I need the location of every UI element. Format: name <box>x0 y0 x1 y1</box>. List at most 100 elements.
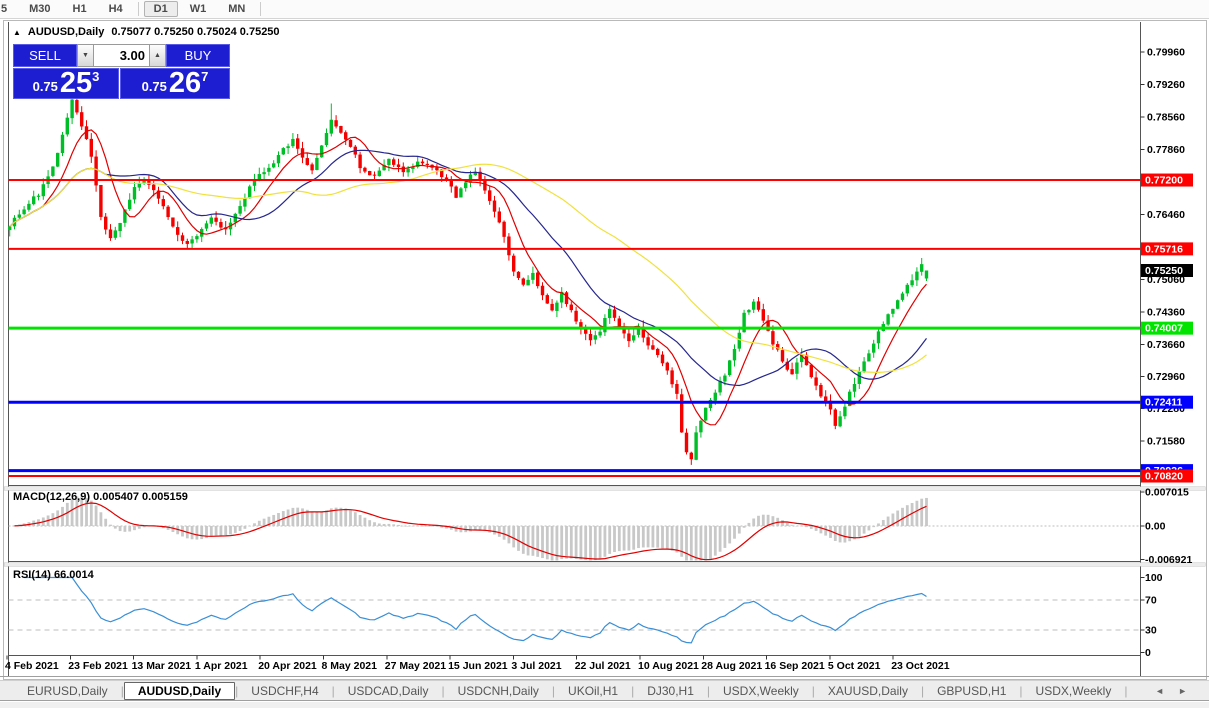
date-axis: 4 Feb 2021 23 Feb 2021 13 Mar 2021 1 Apr 20… <box>5 655 950 672</box>
price-level-lines <box>8 179 1141 478</box>
tab-divider: | <box>1124 683 1128 698</box>
svg-text:0.73660: 0.73660 <box>1147 339 1185 351</box>
svg-text:16 Sep 2021: 16 Sep 2021 <box>765 660 825 672</box>
svg-text:0.76460: 0.76460 <box>1147 209 1185 221</box>
svg-text:5 Oct 2021: 5 Oct 2021 <box>828 660 881 672</box>
buy-button[interactable]: BUY <box>166 44 230 67</box>
rsi-indicator-title: RSI(14) 66.0014 <box>13 569 94 581</box>
svg-text:15 Jun 2021: 15 Jun 2021 <box>448 660 508 672</box>
toolbar-separator <box>137 2 139 16</box>
sell-price-point: 3 <box>92 69 100 84</box>
svg-text:23 Oct 2021: 23 Oct 2021 <box>891 660 950 672</box>
macd-panel: 0.007015 0.00 -0.006921 <box>8 486 1192 566</box>
timeframe-m5[interactable]: 5 <box>1 3 8 15</box>
svg-text:27 May 2021: 27 May 2021 <box>385 660 446 672</box>
candlestick-series <box>8 95 929 465</box>
volume-increase-button[interactable]: ▲ <box>149 44 166 67</box>
sell-button[interactable]: SELL <box>13 44 77 67</box>
tab-item[interactable]: USDCNH,Daily <box>457 683 539 698</box>
toolbar-separator <box>260 2 262 16</box>
svg-text:22 Jul 2021: 22 Jul 2021 <box>575 660 631 672</box>
volume-input[interactable] <box>94 44 149 67</box>
price-axis: 0.799600.792600.785600.778600.764600.750… <box>1140 47 1193 483</box>
svg-text:-0.006921: -0.006921 <box>1145 554 1192 566</box>
timeframe-d1[interactable]: D1 <box>143 1 178 17</box>
svg-text:0.79260: 0.79260 <box>1147 79 1185 91</box>
tab-scroll-right-icon[interactable]: ► <box>1178 685 1187 696</box>
rsi-panel: 100 70 30 0 <box>8 572 1163 659</box>
sell-price-quote[interactable]: 0.75 25 3 <box>13 68 119 99</box>
tab-divider: | <box>235 683 239 698</box>
chart-symbol-period: AUDUSD,Daily <box>27 26 105 38</box>
tab-divider: | <box>631 683 635 698</box>
status-bar <box>0 702 1209 708</box>
tab-item[interactable]: EURUSD,Daily <box>27 683 108 698</box>
tab-item[interactable]: USDX,Weekly <box>1035 683 1112 698</box>
timeframe-h4[interactable]: H4 <box>108 3 123 15</box>
tab-item[interactable]: GBPUSD,H1 <box>937 683 1007 698</box>
chart-tab-bar: EURUSD,Daily | AUDUSD,Daily | USDCHF,H4 | USDC… <box>0 680 1209 701</box>
svg-text:0.78560: 0.78560 <box>1147 111 1185 123</box>
sell-price-pips: 25 <box>59 67 93 99</box>
tab-item[interactable]: XAUUSD,Daily <box>827 683 908 698</box>
tab-divider: | <box>331 683 335 698</box>
svg-text:0.74360: 0.74360 <box>1147 306 1185 318</box>
svg-text:13 Mar 2021: 13 Mar 2021 <box>132 660 192 672</box>
tab-divider: | <box>706 683 710 698</box>
svg-text:1 Apr 2021: 1 Apr 2021 <box>195 660 248 672</box>
svg-text:0.007015: 0.007015 <box>1145 486 1189 498</box>
svg-text:8 May 2021: 8 May 2021 <box>322 660 378 672</box>
timeframe-w1[interactable]: W1 <box>189 3 207 15</box>
svg-text:3 Jul 2021: 3 Jul 2021 <box>511 660 561 672</box>
tab-divider: | <box>441 683 445 698</box>
volume-decrease-button[interactable]: ▼ <box>77 44 94 67</box>
collapse-panel-icon[interactable]: ▲ <box>13 27 21 37</box>
tab-divider: | <box>120 683 124 698</box>
svg-text:0.00: 0.00 <box>1145 521 1166 533</box>
svg-text:10 Aug 2021: 10 Aug 2021 <box>638 660 699 672</box>
timeframe-m30[interactable]: M30 <box>29 3 51 15</box>
buy-price-prefix: 0.75 <box>141 79 167 94</box>
one-click-trading-panel: SELL ▼ ▲ BUY 0.75 25 3 0.75 26 7 <box>13 44 230 99</box>
buy-price-point: 7 <box>201 69 209 84</box>
tab-divider: | <box>551 683 556 698</box>
svg-text:0.72411: 0.72411 <box>1145 397 1183 409</box>
macd-indicator-title: MACD(12,26,9) 0.005407 0.005159 <box>13 491 188 503</box>
svg-text:0.74007: 0.74007 <box>1145 323 1183 335</box>
svg-text:30: 30 <box>1145 625 1157 637</box>
tab-divider: | <box>920 683 925 698</box>
buy-price-quote[interactable]: 0.75 26 7 <box>120 68 230 99</box>
svg-text:70: 70 <box>1145 595 1157 607</box>
svg-text:20 Apr 2021: 20 Apr 2021 <box>258 660 317 672</box>
timeframe-toolbar: 5 M30 H1 H4 D1 W1 MN <box>0 0 1209 19</box>
svg-text:0.75716: 0.75716 <box>1145 243 1183 255</box>
svg-text:0.79960: 0.79960 <box>1147 47 1185 59</box>
svg-text:0.77200: 0.77200 <box>1145 175 1183 187</box>
tab-item[interactable]: USDCAD,Daily <box>347 683 429 698</box>
tab-divider: | <box>1019 683 1023 698</box>
svg-text:0.70820: 0.70820 <box>1145 471 1183 483</box>
chart-ohlc-values: 0.75077 0.75250 0.75024 0.75250 <box>111 26 280 38</box>
tab-item[interactable]: USDX,Weekly <box>723 683 799 698</box>
sell-price-prefix: 0.75 <box>32 79 58 94</box>
tab-item[interactable]: USDCHF,H4 <box>251 683 319 698</box>
tab-item[interactable]: DJ30,H1 <box>647 683 694 698</box>
svg-text:0: 0 <box>1145 647 1151 659</box>
timeframe-h1[interactable]: H1 <box>72 3 87 15</box>
svg-text:0.72960: 0.72960 <box>1147 371 1185 383</box>
svg-text:0.71580: 0.71580 <box>1147 435 1185 447</box>
tab-divider: | <box>811 683 815 698</box>
tab-item[interactable]: UKOil,H1 <box>568 683 619 698</box>
svg-text:28 Aug 2021: 28 Aug 2021 <box>701 660 762 672</box>
tab-scroll-left-icon[interactable]: ◄ <box>1155 685 1165 696</box>
svg-text:0.77860: 0.77860 <box>1147 144 1185 156</box>
svg-text:23 Feb 2021: 23 Feb 2021 <box>68 660 128 672</box>
svg-text:4 Feb 2021: 4 Feb 2021 <box>5 660 59 672</box>
svg-text:100: 100 <box>1145 572 1163 584</box>
chart-title-bar: ▲ AUDUSD,Daily 0.75077 0.75250 0.75024 0… <box>13 26 280 38</box>
timeframe-mn[interactable]: MN <box>228 3 246 15</box>
tab-item[interactable]: AUDUSD,Daily <box>123 681 236 700</box>
buy-price-pips: 26 <box>168 67 202 99</box>
svg-text:0.75250: 0.75250 <box>1145 265 1183 277</box>
